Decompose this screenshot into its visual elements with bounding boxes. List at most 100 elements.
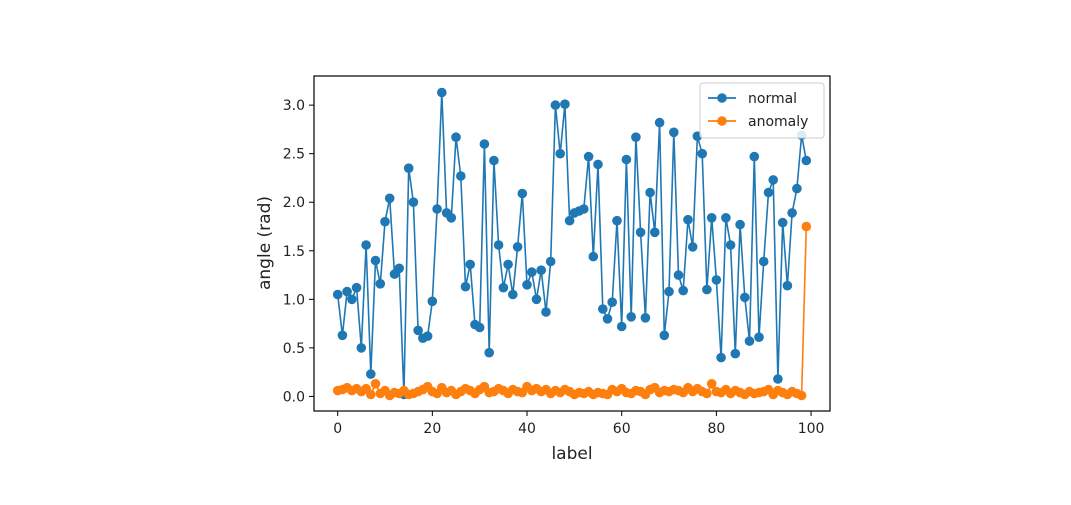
data-point-anomaly	[370, 379, 381, 389]
data-point-normal	[332, 289, 343, 300]
y-tick-label: 2.5	[283, 147, 305, 163]
legend-marker-anomaly	[717, 116, 727, 126]
data-point-normal	[531, 294, 542, 305]
data-point-normal	[635, 227, 646, 238]
x-tick-label: 0	[333, 421, 342, 437]
data-point-normal	[451, 132, 461, 142]
data-point-normal	[413, 325, 423, 336]
data-point-normal	[744, 336, 755, 346]
data-point-anomaly	[706, 379, 717, 389]
data-point-normal	[768, 175, 778, 185]
data-point-normal	[356, 343, 367, 353]
data-point-normal	[474, 322, 485, 333]
legend-box	[699, 82, 825, 139]
data-point-normal	[484, 347, 495, 358]
data-point-normal	[735, 219, 745, 230]
data-point-normal	[366, 369, 376, 379]
x-tick-label: 40	[518, 421, 536, 437]
data-point-normal	[678, 285, 688, 296]
data-point-normal	[725, 240, 736, 250]
data-point-normal	[702, 284, 712, 295]
data-point-anomaly	[702, 388, 712, 399]
data-point-normal	[460, 281, 471, 292]
data-point-normal	[640, 313, 651, 323]
y-tick-label: 1.5	[283, 244, 305, 260]
data-point-normal	[773, 374, 783, 384]
data-point-normal	[711, 275, 722, 285]
data-point-normal	[498, 282, 509, 293]
data-point-normal	[683, 214, 693, 225]
data-point-normal	[512, 242, 523, 252]
legend: normal anomaly	[699, 82, 825, 139]
ticks: 0 20 40 60 80 100 0.0 0.5 1.0 1.5 2.0 2.5 3.0	[283, 98, 825, 437]
data-point-normal	[754, 332, 764, 343]
data-point-normal	[763, 187, 774, 198]
data-point-normal	[716, 352, 726, 363]
data-point-anomaly	[366, 389, 376, 400]
data-point-normal	[342, 286, 352, 297]
data-point-normal	[527, 267, 537, 277]
data-point-normal	[687, 242, 698, 252]
data-point-normal	[503, 259, 513, 270]
data-point-normal	[664, 286, 674, 297]
data-point-normal	[380, 216, 390, 227]
data-point-normal	[545, 256, 556, 267]
data-point-normal	[432, 204, 442, 214]
data-point-normal	[758, 256, 769, 267]
data-point-normal	[564, 215, 575, 226]
legend-marker-normal	[717, 93, 727, 103]
data-point-normal	[479, 139, 490, 149]
data-point-anomaly	[796, 390, 807, 401]
data-point-normal	[621, 154, 632, 165]
data-point-normal	[394, 263, 405, 274]
data-point-normal	[749, 151, 760, 162]
data-point-normal	[555, 148, 565, 159]
data-point-normal	[792, 183, 802, 194]
data-point-normal	[588, 251, 599, 262]
legend-label-anomaly: anomaly	[748, 114, 808, 130]
data-point-normal	[659, 330, 670, 341]
data-point-normal	[782, 280, 793, 291]
data-point-normal	[370, 255, 381, 266]
y-tick-label: 0.5	[283, 341, 305, 357]
data-point-normal	[493, 240, 504, 250]
data-point-normal	[598, 304, 608, 314]
data-point-normal	[787, 208, 797, 218]
axes-frame	[313, 75, 831, 412]
data-point-normal	[730, 348, 741, 359]
x-tick-label: 20	[423, 421, 441, 437]
data-point-normal	[550, 100, 561, 110]
x-axis-label: label	[551, 444, 592, 464]
legend-label-normal: normal	[748, 91, 797, 107]
series-anomaly	[332, 221, 812, 401]
data-point-normal	[437, 87, 447, 98]
data-point-normal	[645, 187, 655, 198]
y-axis-label: angle (rad)	[255, 196, 275, 290]
data-point-normal	[384, 193, 395, 204]
data-point-normal	[446, 213, 457, 223]
data-point-normal	[602, 314, 613, 324]
data-point-normal	[489, 155, 499, 166]
data-point-normal	[337, 330, 348, 341]
data-point-normal	[347, 294, 357, 305]
data-point-normal	[654, 117, 665, 128]
data-point-normal	[361, 240, 371, 250]
data-point-normal	[612, 215, 622, 226]
data-point-normal	[408, 197, 419, 207]
data-point-normal	[673, 270, 684, 280]
data-point-normal	[422, 331, 433, 342]
x-tick-label: 60	[613, 421, 631, 437]
y-tick-label: 0.0	[283, 389, 305, 405]
y-tick-label: 3.0	[283, 98, 305, 114]
data-point-normal	[517, 188, 528, 199]
data-point-normal	[541, 307, 551, 317]
data-point-normal	[375, 279, 386, 289]
series-normal	[332, 87, 812, 400]
plot-content	[332, 87, 812, 401]
y-tick-label: 1.0	[283, 292, 305, 308]
data-point-normal	[669, 127, 679, 138]
data-point-normal	[456, 171, 466, 181]
data-point-normal	[579, 204, 589, 214]
data-point-normal	[721, 213, 731, 223]
